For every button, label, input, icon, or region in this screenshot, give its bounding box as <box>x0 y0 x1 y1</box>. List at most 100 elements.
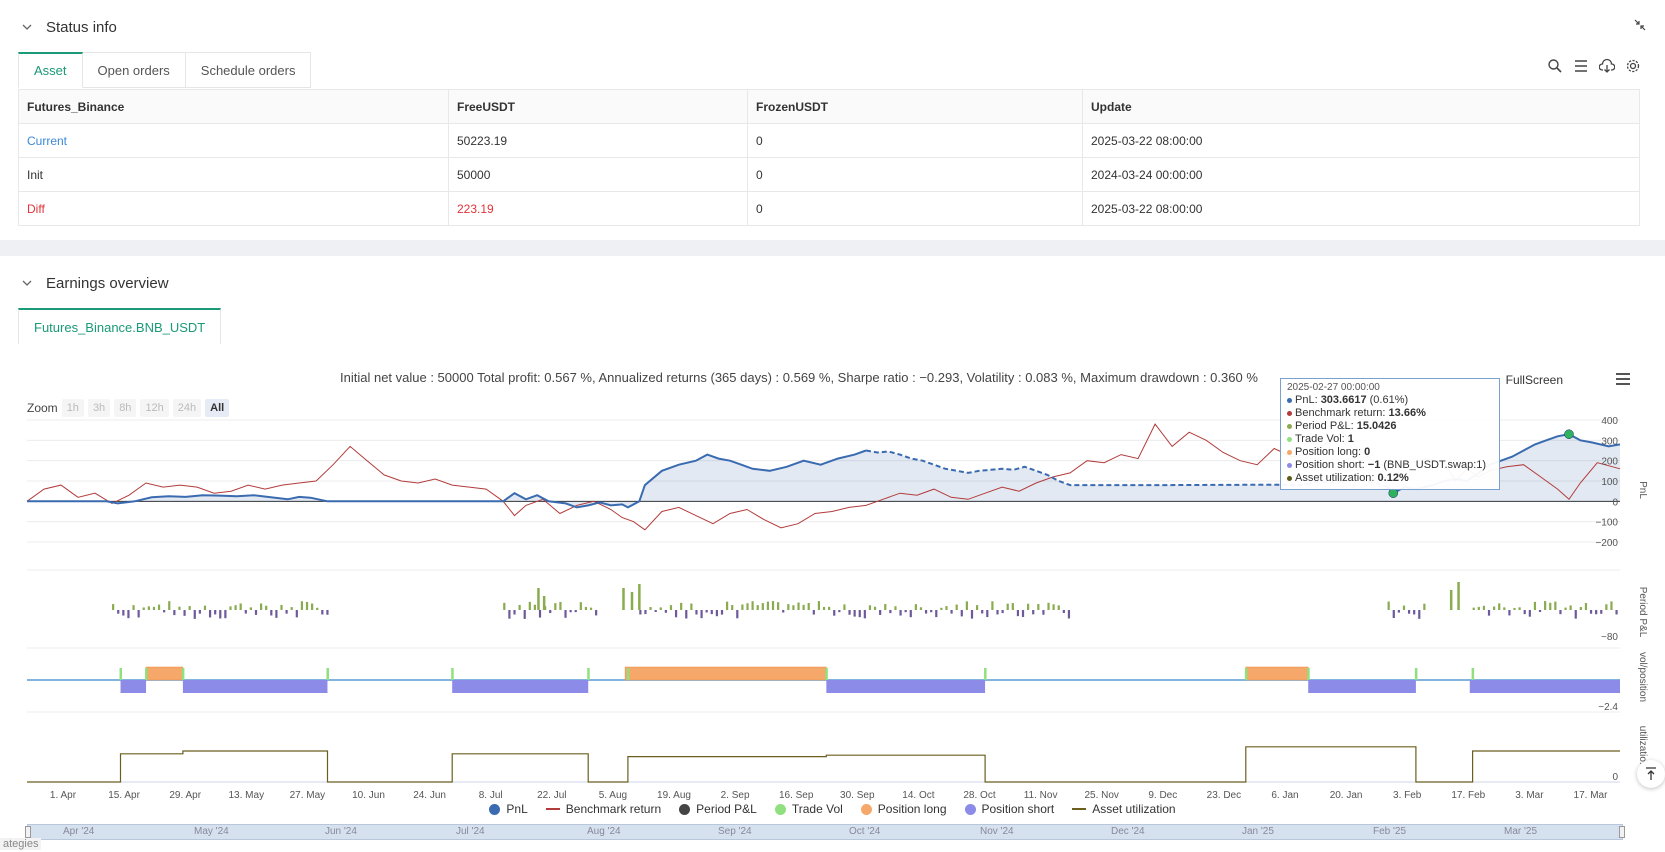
period-bar <box>1413 610 1416 615</box>
range-navigator[interactable]: Apr '24 May '24 Jun '24 Jul '24 Aug '24 Sep '… <box>25 824 1625 840</box>
period-bar <box>1392 610 1395 619</box>
position-axis-label: vol/position <box>1637 652 1648 702</box>
position-short-bar <box>452 680 589 693</box>
period-bar <box>1579 606 1582 610</box>
legend-item[interactable]: Position short <box>964 802 1054 816</box>
table-toolbar <box>1547 58 1641 74</box>
period-bar <box>644 610 647 615</box>
cell-update: 2025-03-22 08:00:00 <box>1082 123 1640 158</box>
trade-vol-bar <box>587 668 590 680</box>
back-to-top-button[interactable] <box>1637 760 1665 788</box>
tooltip-row: Benchmark return: 13.66% <box>1287 407 1493 420</box>
x-tick-label: 30. Sep <box>840 790 875 801</box>
zoom-1h-button[interactable]: 1h <box>61 399 84 417</box>
period-bar <box>559 601 562 610</box>
period-bar <box>843 604 846 610</box>
period-bar <box>720 610 724 615</box>
period-bar <box>838 610 841 613</box>
navigator-right-handle[interactable] <box>1619 826 1625 838</box>
period-bar <box>275 610 278 618</box>
period-bar <box>208 610 212 618</box>
period-bar <box>960 610 963 617</box>
tab-bnb-usdt[interactable]: Futures_Binance.BNB_USDT <box>18 308 222 344</box>
legend-item[interactable]: Asset utilization <box>1072 802 1176 816</box>
tab-asset[interactable]: Asset <box>18 52 83 88</box>
period-bar <box>1052 604 1055 610</box>
list-icon[interactable] <box>1573 58 1589 74</box>
legend-item[interactable]: Period P&L <box>679 802 757 816</box>
period-bar <box>899 610 902 616</box>
zoom-all-button[interactable]: All <box>205 399 230 417</box>
period-bar <box>879 610 882 615</box>
asset-utilization-series <box>27 746 1620 783</box>
legend-marker <box>774 803 786 815</box>
cloud-download-icon[interactable] <box>1599 58 1615 74</box>
pnl-tick-label: 100 <box>1601 477 1618 488</box>
period-bar <box>589 607 593 610</box>
zoom-8h-button[interactable]: 8h <box>114 399 137 417</box>
period-bar <box>945 606 948 610</box>
series-dot <box>1287 462 1292 468</box>
zoom-12h-button[interactable]: 12h <box>140 399 169 417</box>
period-bar <box>1569 605 1572 610</box>
tooltip-row: Trade Vol: 1 <box>1287 433 1493 446</box>
gear-icon[interactable] <box>1625 58 1641 74</box>
position-short-bar <box>1308 680 1416 693</box>
period-bar <box>1584 603 1588 610</box>
legend-item[interactable]: Position long <box>860 802 947 816</box>
period-bar <box>991 601 994 610</box>
tooltip-row: Position long: 0 <box>1287 446 1493 459</box>
tooltip-value: 1 <box>1347 433 1354 445</box>
chevron-down-icon[interactable] <box>18 274 36 292</box>
search-icon[interactable] <box>1547 58 1563 74</box>
chevron-down-icon[interactable] <box>18 18 36 36</box>
navigator-left-handle[interactable] <box>25 826 31 838</box>
position-long-bar <box>145 666 184 681</box>
collapse-icon[interactable] <box>1633 18 1647 32</box>
tab-open-orders[interactable]: Open orders <box>82 52 186 88</box>
x-tick-label: 28. Oct <box>963 790 995 801</box>
period-bar <box>259 603 263 610</box>
trade-vol-bar <box>1244 668 1248 680</box>
legend-item[interactable]: Benchmark return <box>545 802 661 816</box>
x-tick-label: 20. Jan <box>1330 790 1363 801</box>
legend-label: Trade Vol <box>791 802 843 816</box>
period-bar <box>1477 606 1480 610</box>
zoom-3h-button[interactable]: 3h <box>87 399 111 417</box>
tooltip-row: Position short: −1 (BNB_USDT.swap:1) <box>1287 459 1493 472</box>
footer-tag[interactable]: ategies <box>0 838 42 850</box>
navigator-label: Mar '25 <box>1504 826 1538 837</box>
legend-item[interactable]: Trade Vol <box>774 802 843 816</box>
period-bar <box>537 588 540 610</box>
period-bar <box>265 605 268 610</box>
legend-marker <box>1072 808 1087 810</box>
period-bar <box>981 610 984 614</box>
earnings-panel-header[interactable]: Earnings overview <box>18 272 169 294</box>
tooltip-label: Benchmark return: <box>1295 407 1389 419</box>
trade-vol-bar <box>145 668 148 680</box>
status-panel-header[interactable]: Status info <box>18 16 117 38</box>
table-row: Init 50000 0 2024-03-24 00:00:00 <box>18 157 1640 192</box>
zoom-24h-button[interactable]: 24h <box>172 399 202 417</box>
period-bar <box>751 601 754 610</box>
performance-summary: Initial net value : 50000 Total profit: … <box>340 370 1258 385</box>
period-axis-label: Period P&L <box>1637 587 1648 638</box>
period-bar <box>940 607 943 610</box>
x-tick-label: 6. Jan <box>1271 790 1298 801</box>
period-bar <box>311 603 314 610</box>
trade-vol-bar <box>825 668 828 680</box>
tooltip-value: 15.0426 <box>1356 420 1397 432</box>
fullscreen-button[interactable]: FullScreen <box>1505 373 1563 387</box>
chart-menu-icon[interactable] <box>1615 372 1631 386</box>
navigator-label: Jun '24 <box>325 826 357 837</box>
trade-vol-bar <box>1414 668 1418 680</box>
position-bars <box>27 666 1620 693</box>
tab-schedule-orders[interactable]: Schedule orders <box>185 52 312 88</box>
legend-item[interactable]: PnL <box>489 802 528 816</box>
period-bar <box>584 606 588 610</box>
period-bar <box>523 610 526 619</box>
period-pnl-bars <box>112 582 1618 619</box>
row-label-current[interactable]: Current <box>18 123 449 158</box>
row-label-init: Init <box>18 157 449 192</box>
